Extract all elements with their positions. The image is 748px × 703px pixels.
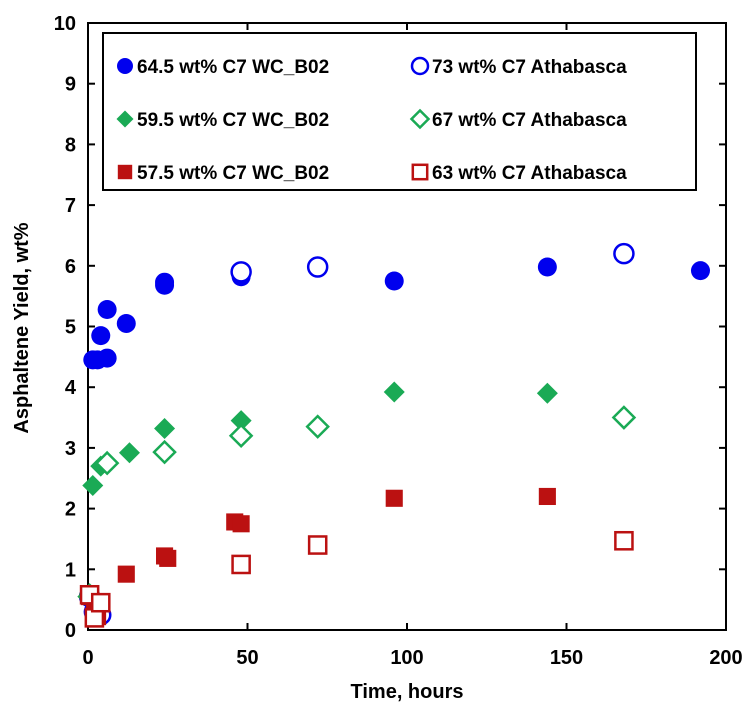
- y-tick-label: 7: [65, 195, 76, 217]
- legend-label: 63 wt% C7 Athabasca: [432, 163, 627, 184]
- x-tick-label: 0: [82, 647, 93, 669]
- y-tick-label: 2: [65, 499, 76, 521]
- legend-marker: [411, 163, 429, 181]
- data-point-circle-filled: [97, 348, 117, 368]
- data-point-square-filled: [385, 489, 403, 507]
- x-tick-label: 100: [390, 647, 423, 669]
- y-tick-label: 10: [54, 13, 76, 35]
- data-point-circle-filled: [91, 326, 111, 346]
- legend-marker: [117, 164, 133, 180]
- data-point-square-filled: [538, 487, 556, 506]
- data-point-square-open: [231, 554, 251, 575]
- x-tick-label: 150: [550, 647, 583, 669]
- y-tick-label: 5: [65, 317, 76, 339]
- data-point-circle-filled: [690, 261, 710, 281]
- data-point-circle-open: [613, 242, 635, 265]
- x-tick-label: 50: [236, 647, 258, 669]
- legend-label: 59.5 wt% C7 WC_B02: [137, 110, 329, 131]
- legend: 64.5 wt% C7 WC_B02 73 wt% C7 Athabasca 59.…: [102, 32, 697, 191]
- data-point-diamond-filled: [82, 475, 104, 497]
- data-point-square-open: [90, 592, 111, 613]
- y-tick-label: 4: [65, 377, 77, 399]
- data-point-square-open: [307, 535, 328, 555]
- legend-label: 64.5 wt% C7 WC_B02: [137, 57, 329, 78]
- legend-marker: [410, 56, 430, 76]
- data-point-circle-filled: [97, 300, 117, 320]
- y-tick-label: 8: [65, 134, 76, 156]
- data-point-circle-filled: [155, 272, 175, 292]
- legend-box: [102, 32, 697, 191]
- y-tick-label: 9: [65, 74, 76, 96]
- data-point-diamond-filled: [154, 417, 176, 439]
- y-axis-title: Asphaltene Yield, wt%: [11, 222, 33, 433]
- legend-label: 57.5 wt% C7 WC_B02: [137, 163, 329, 184]
- data-point-circle-filled: [537, 257, 557, 277]
- data-point-diamond-filled: [230, 410, 252, 432]
- legend-label: 67 wt% C7 Athabasca: [432, 110, 627, 131]
- data-point-square-filled: [232, 515, 250, 533]
- legend-marker: [117, 58, 133, 74]
- y-tick-label: 0: [65, 620, 76, 642]
- data-point-square-filled: [159, 549, 177, 567]
- data-point-diamond-open: [94, 450, 120, 476]
- x-axis-title: Time, hours: [351, 681, 464, 703]
- data-point-diamond-open: [228, 423, 254, 449]
- data-marks: [77, 242, 710, 628]
- data-point-square-filled: [117, 565, 135, 583]
- data-point-diamond-filled: [536, 382, 558, 404]
- legend-label: 73 wt% C7 Athabasca: [432, 57, 627, 78]
- data-point-diamond-open: [152, 439, 177, 465]
- data-point-diamond-filled: [383, 381, 405, 403]
- data-point-diamond-open: [611, 405, 637, 430]
- data-point-diamond-filled: [118, 442, 140, 464]
- legend-marker: [409, 108, 431, 130]
- data-point-circle-filled: [384, 271, 404, 291]
- data-point-circle-open: [230, 261, 252, 283]
- data-point-diamond-open: [305, 414, 330, 439]
- y-tick-label: 1: [65, 559, 76, 581]
- y-tick-label: 3: [65, 438, 76, 460]
- y-tick-label: 6: [65, 256, 76, 278]
- data-point-circle-open: [306, 256, 329, 278]
- data-point-circle-filled: [116, 313, 136, 333]
- data-point-square-open: [614, 530, 634, 551]
- legend-marker: [116, 110, 134, 128]
- x-tick-label: 200: [709, 647, 742, 669]
